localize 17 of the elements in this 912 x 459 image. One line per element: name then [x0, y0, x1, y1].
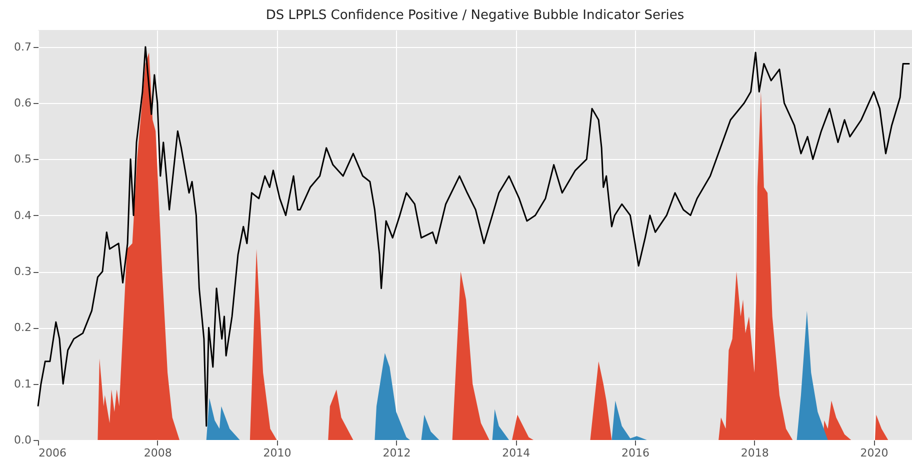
y-tick-label: 0.0: [14, 434, 32, 446]
x-tick-label: 2014: [502, 446, 530, 459]
x-tick-label: 2016: [621, 446, 650, 459]
x-tick-label: 2010: [263, 446, 292, 459]
y-tick-label: 0.3: [14, 265, 32, 278]
x-tick-label: 2012: [382, 446, 411, 459]
x-tick-label: 2008: [144, 446, 172, 459]
y-tick-label: 0.2: [14, 321, 32, 334]
chart-title: DS LPPLS Confidence Positive / Negative Bubble Indicator Series: [266, 8, 684, 23]
y-tick-label: 0.5: [14, 152, 32, 166]
y-tick-label: 0.1: [14, 377, 32, 390]
y-tick-label: 0.6: [14, 96, 32, 110]
y-tick-label: 0.7: [14, 40, 32, 54]
x-tick-label: 2020: [860, 446, 888, 459]
y-tick-label: 0.4: [14, 208, 32, 222]
x-tick-label: 2018: [740, 446, 769, 459]
x-tick-label: 2006: [38, 446, 66, 459]
